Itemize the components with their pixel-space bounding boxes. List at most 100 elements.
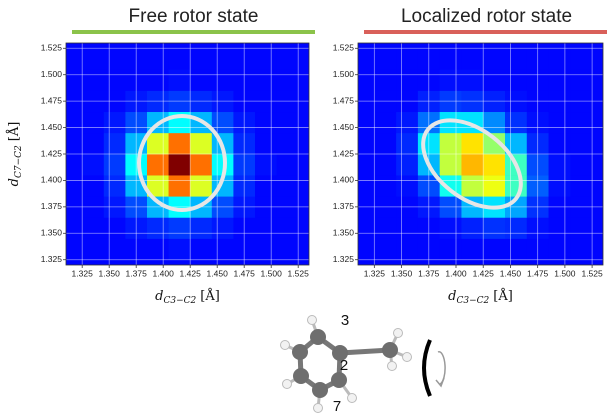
y-tick-label: 1.450 <box>333 122 355 132</box>
heat-cell <box>440 154 462 175</box>
heat-cell <box>277 48 299 69</box>
heat-cell <box>396 112 418 133</box>
heat-cell <box>396 154 418 175</box>
heat-cell <box>82 154 104 175</box>
heat-cell <box>461 217 483 238</box>
heat-cell <box>549 112 571 133</box>
y-tick-label: 1.475 <box>41 95 63 105</box>
heat-cell <box>570 175 592 196</box>
heat-cell <box>374 217 396 238</box>
x-tick-label: 1.375 <box>126 268 148 278</box>
heat-cell <box>461 133 483 154</box>
x-tick-label: 1.450 <box>207 268 229 278</box>
heat-cell <box>277 133 299 154</box>
heat-cell <box>190 154 212 175</box>
heat-cell <box>570 133 592 154</box>
heat-cell <box>277 112 299 133</box>
axis-label-main: d <box>7 178 22 186</box>
heat-cell <box>82 112 104 133</box>
x-tick-label: 1.475 <box>234 268 256 278</box>
heat-cell <box>169 48 191 69</box>
heat-cell <box>190 239 212 260</box>
heat-cell <box>255 175 277 196</box>
axis-label-sub: C3−C2 <box>164 296 197 306</box>
x-tick-label: 1.400 <box>153 268 175 278</box>
heat-cell <box>505 239 527 260</box>
x-tick-label: 1.425 <box>473 268 495 278</box>
y-tick-label: 1.375 <box>41 201 63 211</box>
heat-cell <box>549 217 571 238</box>
heat-cell <box>570 154 592 175</box>
heat-cell <box>169 69 191 90</box>
heat-cell <box>396 48 418 69</box>
axis-label-sub: C7−C2 <box>14 145 24 178</box>
heat-cell <box>461 69 483 90</box>
heat-cell <box>255 217 277 238</box>
heat-cell <box>396 175 418 196</box>
heat-cell <box>374 133 396 154</box>
heat-cell <box>461 239 483 260</box>
axis-label-main: d <box>448 289 456 304</box>
heat-cell <box>104 133 126 154</box>
x-tick-label: 1.325 <box>364 268 386 278</box>
x-tick-label: 1.350 <box>99 268 121 278</box>
heat-cell <box>104 154 126 175</box>
axis-label: dC7−C2 [Å] <box>6 122 24 187</box>
heat-cell <box>505 112 527 133</box>
heat-cell <box>255 239 277 260</box>
heat-cell <box>505 175 527 196</box>
heat-cell <box>549 154 571 175</box>
y-tick-label: 1.525 <box>41 43 63 53</box>
axis-label: dC3−C2[Å] <box>448 288 513 306</box>
heat-cell <box>255 154 277 175</box>
heat-cell <box>483 154 505 175</box>
heat-cell <box>147 48 169 69</box>
heat-cell <box>255 133 277 154</box>
heat-cell <box>82 175 104 196</box>
heat-cell <box>396 217 418 238</box>
heat-cell <box>82 48 104 69</box>
heat-cell <box>483 217 505 238</box>
axis-label-unit: [Å] <box>6 122 22 142</box>
heat-cell <box>104 217 126 238</box>
heat-cell <box>440 48 462 69</box>
heat-cell <box>255 48 277 69</box>
heat-cell <box>82 133 104 154</box>
heat-cell <box>169 133 191 154</box>
title-bar <box>364 30 607 34</box>
heat-cell <box>104 175 126 196</box>
heat-cell <box>440 239 462 260</box>
heat-cell <box>374 112 396 133</box>
y-tick-label: 1.500 <box>333 69 355 79</box>
y-tick-label: 1.400 <box>41 175 63 185</box>
axis-label-sub: C3−C2 <box>457 296 490 306</box>
y-tick-label: 1.325 <box>333 254 355 264</box>
y-tick-label: 1.500 <box>41 69 63 79</box>
heat-cell <box>190 48 212 69</box>
heat-cell <box>440 69 462 90</box>
y-tick-label: 1.400 <box>333 175 355 185</box>
atom-label: 7 <box>333 398 341 415</box>
heat-cell <box>147 154 169 175</box>
heat-cell <box>212 239 234 260</box>
heat-cell <box>549 239 571 260</box>
x-tick-label: 1.450 <box>500 268 522 278</box>
heat-cell <box>104 69 126 90</box>
y-tick-label: 1.375 <box>333 201 355 211</box>
atom-label: 3 <box>341 312 349 329</box>
heat-cell <box>570 217 592 238</box>
heat-cell <box>82 239 104 260</box>
axis-label-unit: [Å] <box>200 288 220 304</box>
heat-cell <box>190 69 212 90</box>
molecule: 3 2 7 <box>281 312 446 415</box>
x-tick-label: 1.500 <box>554 268 576 278</box>
heat-cell <box>169 217 191 238</box>
heat-cell <box>212 69 234 90</box>
heat-cell <box>374 154 396 175</box>
heat-cell <box>483 175 505 196</box>
heat-cell <box>461 175 483 196</box>
heat-cell <box>461 154 483 175</box>
x-tick-label: 1.325 <box>72 268 94 278</box>
heat-cell <box>147 217 169 238</box>
